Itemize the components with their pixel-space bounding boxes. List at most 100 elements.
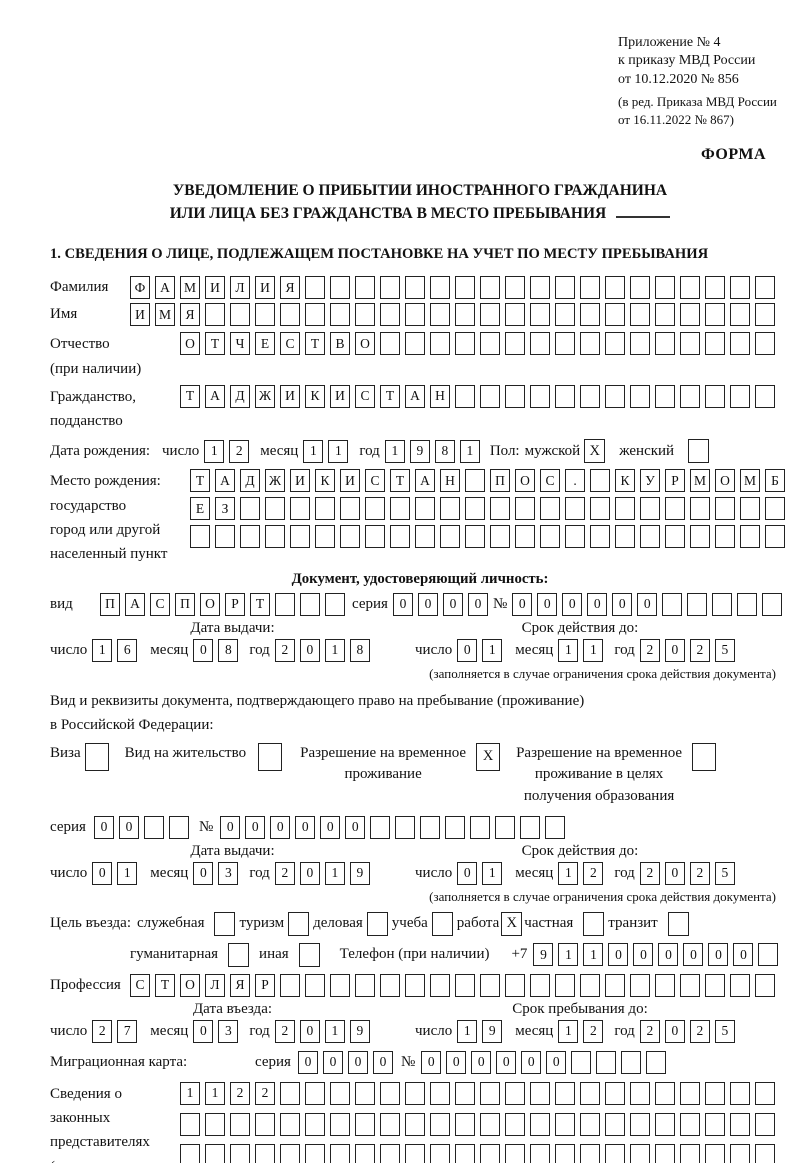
char-cell[interactable]: 9 <box>409 439 430 463</box>
char-cell[interactable] <box>455 276 475 300</box>
char-cell[interactable]: С <box>150 592 170 616</box>
char-cell[interactable] <box>440 497 460 521</box>
char-cell[interactable]: Ф <box>130 276 150 300</box>
char-cell[interactable]: 1 <box>180 1081 200 1105</box>
char-cell[interactable]: Р <box>665 469 685 493</box>
char-cell[interactable] <box>640 497 660 521</box>
char-cell[interactable] <box>758 943 779 967</box>
char-cell[interactable]: К <box>315 469 335 493</box>
checkbox-visa[interactable] <box>84 742 109 771</box>
char-cell[interactable] <box>655 384 675 408</box>
char-cell[interactable] <box>445 815 466 839</box>
char-cell[interactable] <box>762 592 783 616</box>
char-cell[interactable] <box>455 973 475 997</box>
char-cell[interactable] <box>405 303 425 327</box>
char-cell[interactable] <box>455 1081 475 1105</box>
char-cell[interactable]: Я <box>230 973 250 997</box>
char-cell[interactable] <box>230 303 250 327</box>
char-cell[interactable] <box>755 1081 775 1105</box>
char-cell[interactable] <box>580 1081 600 1105</box>
char-cell[interactable] <box>680 332 700 356</box>
checkbox-edu-permit[interactable] <box>692 742 717 771</box>
char-cell[interactable] <box>530 303 550 327</box>
char-cell[interactable] <box>300 592 320 616</box>
char-cell[interactable] <box>590 497 610 521</box>
char-cell[interactable] <box>555 332 575 356</box>
char-cell[interactable]: 2 <box>255 1081 275 1105</box>
char-cell[interactable]: 1 <box>324 1019 345 1043</box>
char-cell[interactable] <box>530 1081 550 1105</box>
char-cell[interactable]: 0 <box>118 815 139 839</box>
char-cell[interactable] <box>505 303 525 327</box>
char-cell[interactable]: Д <box>240 469 260 493</box>
char-cell[interactable] <box>255 1112 275 1136</box>
char-cell[interactable] <box>265 525 285 549</box>
char-cell[interactable]: 2 <box>274 638 295 662</box>
char-cell[interactable] <box>280 303 300 327</box>
char-cell[interactable] <box>655 332 675 356</box>
char-cell[interactable]: Д <box>230 384 250 408</box>
char-cell[interactable] <box>580 384 600 408</box>
char-cell[interactable] <box>505 332 525 356</box>
char-cell[interactable]: Н <box>440 469 460 493</box>
char-cell[interactable] <box>380 1143 400 1163</box>
char-cell[interactable]: 2 <box>230 1081 250 1105</box>
char-cell[interactable] <box>280 973 300 997</box>
char-cell[interactable]: 0 <box>467 592 488 616</box>
char-cell[interactable] <box>455 332 475 356</box>
char-cell[interactable] <box>305 1081 325 1105</box>
char-cell[interactable] <box>605 1143 625 1163</box>
char-cell[interactable] <box>755 973 775 997</box>
char-cell[interactable] <box>630 384 650 408</box>
char-cell[interactable] <box>505 276 525 300</box>
char-cell[interactable] <box>530 276 550 300</box>
char-cell[interactable] <box>555 973 575 997</box>
char-cell[interactable]: 8 <box>434 439 455 463</box>
char-cell[interactable]: 9 <box>482 1019 503 1043</box>
char-cell[interactable]: 0 <box>299 1019 320 1043</box>
char-cell[interactable] <box>705 973 725 997</box>
char-cell[interactable] <box>655 303 675 327</box>
char-cell[interactable] <box>530 1143 550 1163</box>
char-cell[interactable] <box>596 1050 617 1074</box>
char-cell[interactable]: 2 <box>583 861 604 885</box>
char-cell[interactable] <box>580 1143 600 1163</box>
char-cell[interactable] <box>330 973 350 997</box>
char-cell[interactable] <box>705 1112 725 1136</box>
char-cell[interactable]: 0 <box>512 592 533 616</box>
char-cell[interactable]: 0 <box>683 943 704 967</box>
char-cell[interactable] <box>630 1081 650 1105</box>
char-cell[interactable] <box>730 276 750 300</box>
char-cell[interactable]: 0 <box>220 815 241 839</box>
char-cell[interactable] <box>590 469 610 493</box>
char-cell[interactable] <box>530 1112 550 1136</box>
char-cell[interactable] <box>305 1143 325 1163</box>
char-cell[interactable]: 0 <box>664 638 685 662</box>
char-cell[interactable] <box>690 497 710 521</box>
char-cell[interactable]: Т <box>305 332 325 356</box>
char-cell[interactable] <box>605 303 625 327</box>
char-cell[interactable] <box>580 332 600 356</box>
char-cell[interactable] <box>230 1143 250 1163</box>
char-cell[interactable] <box>415 525 435 549</box>
char-cell[interactable] <box>565 525 585 549</box>
char-cell[interactable] <box>365 497 385 521</box>
char-cell[interactable] <box>520 815 541 839</box>
char-cell[interactable] <box>365 525 385 549</box>
char-cell[interactable]: 0 <box>320 815 341 839</box>
char-cell[interactable]: И <box>290 469 310 493</box>
char-cell[interactable] <box>168 815 189 839</box>
char-cell[interactable] <box>705 332 725 356</box>
char-cell[interactable] <box>680 973 700 997</box>
char-cell[interactable]: М <box>690 469 710 493</box>
char-cell[interactable]: Т <box>390 469 410 493</box>
char-cell[interactable]: В <box>330 332 350 356</box>
char-cell[interactable]: 0 <box>608 943 629 967</box>
char-cell[interactable]: С <box>365 469 385 493</box>
char-cell[interactable] <box>740 525 760 549</box>
char-cell[interactable]: 1 <box>558 943 579 967</box>
char-cell[interactable] <box>315 525 335 549</box>
char-cell[interactable] <box>255 1143 275 1163</box>
char-cell[interactable]: 0 <box>733 943 754 967</box>
char-cell[interactable]: И <box>130 303 150 327</box>
